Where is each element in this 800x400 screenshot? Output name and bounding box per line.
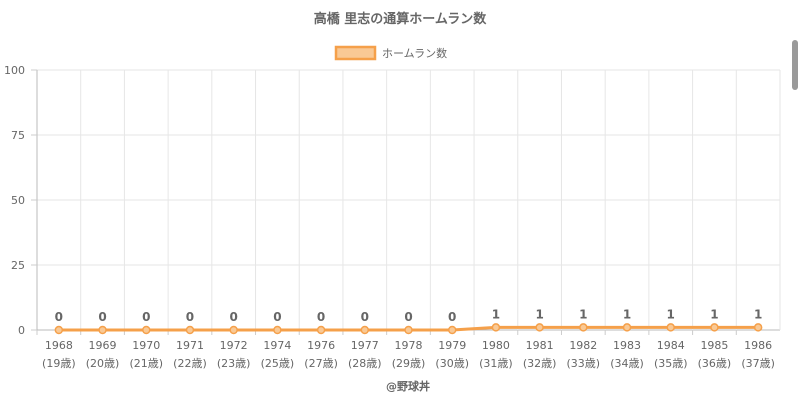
x-tick-label: 1974 xyxy=(263,339,291,352)
x-tick-sublabel: (23歳) xyxy=(217,357,251,370)
x-tick-sublabel: (19歳) xyxy=(42,357,76,370)
x-tick-label: 1985 xyxy=(700,339,728,352)
data-point xyxy=(622,323,632,332)
data-label: 0 xyxy=(229,310,237,324)
data-point xyxy=(753,323,763,332)
data-point xyxy=(273,325,282,335)
data-label: 0 xyxy=(448,310,456,324)
x-tick-label: 1978 xyxy=(395,339,423,352)
data-point xyxy=(404,325,413,335)
y-axis: 0 25 50 75 100 xyxy=(4,64,37,337)
series-layer xyxy=(54,323,763,335)
x-tick-label: 1979 xyxy=(438,339,466,352)
x-tick-sublabel: (27歳) xyxy=(304,357,338,370)
data-label: 1 xyxy=(492,307,500,321)
x-tick-label: 1977 xyxy=(351,339,379,352)
data-point xyxy=(447,325,457,335)
data-label: 0 xyxy=(361,310,369,324)
x-tick-label: 1970 xyxy=(132,339,160,352)
x-tick-label: 1986 xyxy=(744,339,772,352)
data-label: 1 xyxy=(623,307,631,321)
data-label: 0 xyxy=(404,310,412,324)
x-tick-label: 1968 xyxy=(45,339,73,352)
x-tick-label: 1982 xyxy=(569,339,597,352)
y-tick-label: 75 xyxy=(11,129,25,142)
chart-title: 高橋 里志の通算ホームラン数 xyxy=(314,11,487,27)
data-label: 0 xyxy=(142,310,150,324)
x-tick-sublabel: (30歳) xyxy=(435,357,469,370)
x-tick-sublabel: (31歳) xyxy=(479,357,513,370)
x-tick-sublabel: (34歳) xyxy=(610,357,644,370)
legend-label: ホームラン数 xyxy=(382,47,447,60)
data-label: 0 xyxy=(317,310,325,324)
x-axis: 1968 (19歳) 1969 (20歳) 1970 (21歳) 1971 (22歳) 1972… xyxy=(36,330,775,370)
y-tick-label: 25 xyxy=(11,259,25,272)
data-point xyxy=(54,325,64,335)
x-tick-label: 1971 xyxy=(176,339,204,352)
data-point xyxy=(579,323,588,332)
legend-swatch xyxy=(334,45,377,61)
x-tick-label: 1976 xyxy=(307,339,335,352)
data-point xyxy=(142,325,151,335)
data-point xyxy=(229,325,238,335)
data-label: 1 xyxy=(754,307,762,321)
data-label: 1 xyxy=(710,307,718,321)
data-point xyxy=(710,323,719,332)
x-tick-sublabel: (33歳) xyxy=(567,357,601,370)
data-label: 0 xyxy=(273,310,281,324)
x-tick-label: 1980 xyxy=(482,339,510,352)
y-tick-label: 0 xyxy=(18,324,25,337)
x-tick-sublabel: (21歳) xyxy=(129,357,163,370)
data-point xyxy=(360,325,370,335)
x-tick-sublabel: (37歳) xyxy=(741,357,775,370)
grid xyxy=(36,69,781,331)
x-tick-sublabel: (29歳) xyxy=(392,357,426,370)
x-tick-sublabel: (20歳) xyxy=(86,357,120,370)
y-tick-label: 100 xyxy=(4,64,25,77)
data-label: 0 xyxy=(55,310,63,324)
x-tick-label: 1969 xyxy=(89,339,117,352)
x-tick-sublabel: (22歳) xyxy=(173,357,207,370)
data-point xyxy=(185,325,195,335)
x-tick-label: 1984 xyxy=(657,339,685,352)
data-point xyxy=(535,323,544,332)
x-tick-sublabel: (35歳) xyxy=(654,357,688,370)
data-label: 1 xyxy=(535,307,543,321)
data-label: 1 xyxy=(579,307,587,321)
footer-credit: @野球丼 xyxy=(386,379,430,393)
x-tick-label: 1981 xyxy=(526,339,554,352)
data-point xyxy=(666,323,675,332)
x-tick-sublabel: (32歳) xyxy=(523,357,557,370)
data-point xyxy=(98,325,107,335)
x-tick-sublabel: (36歳) xyxy=(698,357,732,370)
data-label: 0 xyxy=(98,310,106,324)
x-tick-label: 1983 xyxy=(613,339,641,352)
data-label: 1 xyxy=(667,307,675,321)
x-tick-sublabel: (25歳) xyxy=(261,357,295,370)
legend[interactable]: ホームラン数 xyxy=(334,45,447,61)
data-point xyxy=(491,323,501,332)
scrollbar-thumb[interactable] xyxy=(792,40,798,90)
data-label: 0 xyxy=(186,310,194,324)
x-tick-sublabel: (28歳) xyxy=(348,357,382,370)
data-labels: 0 0 0 0 0 0 0 0 0 0 1 1 1 1 1 1 1 xyxy=(55,307,763,324)
data-point xyxy=(316,325,326,335)
x-tick-label: 1972 xyxy=(220,339,248,352)
y-tick-label: 50 xyxy=(11,194,25,207)
